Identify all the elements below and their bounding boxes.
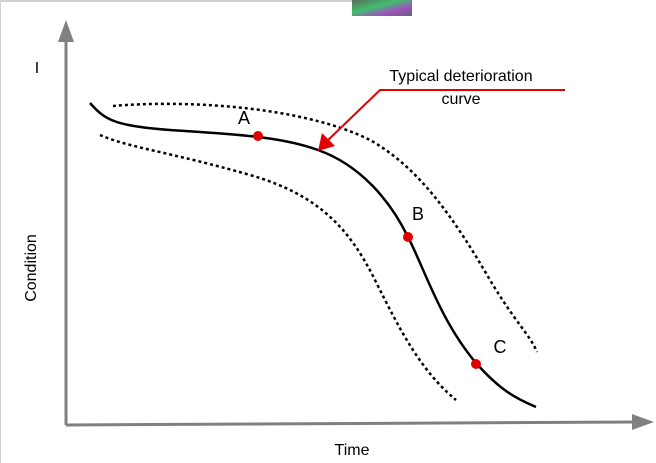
y-axis-label: Condition bbox=[23, 234, 40, 302]
frame bbox=[0, 0, 352, 463]
point-label: A bbox=[238, 108, 250, 128]
x-axis-arrow bbox=[632, 414, 654, 430]
y-axis-arrow bbox=[58, 20, 74, 42]
upper-bound bbox=[112, 102, 539, 353]
callout-label: Typical deterioration bbox=[389, 68, 532, 85]
x-axis bbox=[65, 420, 637, 427]
point bbox=[471, 359, 481, 369]
point-label: B bbox=[412, 204, 424, 224]
x-axis-label: Time bbox=[335, 442, 370, 459]
callout-arrowhead bbox=[318, 133, 335, 151]
callout-arrow bbox=[324, 89, 565, 144]
image-fragment bbox=[352, 0, 412, 16]
lower-bound bbox=[99, 133, 457, 401]
y-axis-mark: I bbox=[35, 60, 39, 77]
point bbox=[253, 131, 263, 141]
point bbox=[403, 232, 413, 242]
callout-label: curve bbox=[441, 91, 480, 108]
point-label: C bbox=[494, 337, 507, 357]
